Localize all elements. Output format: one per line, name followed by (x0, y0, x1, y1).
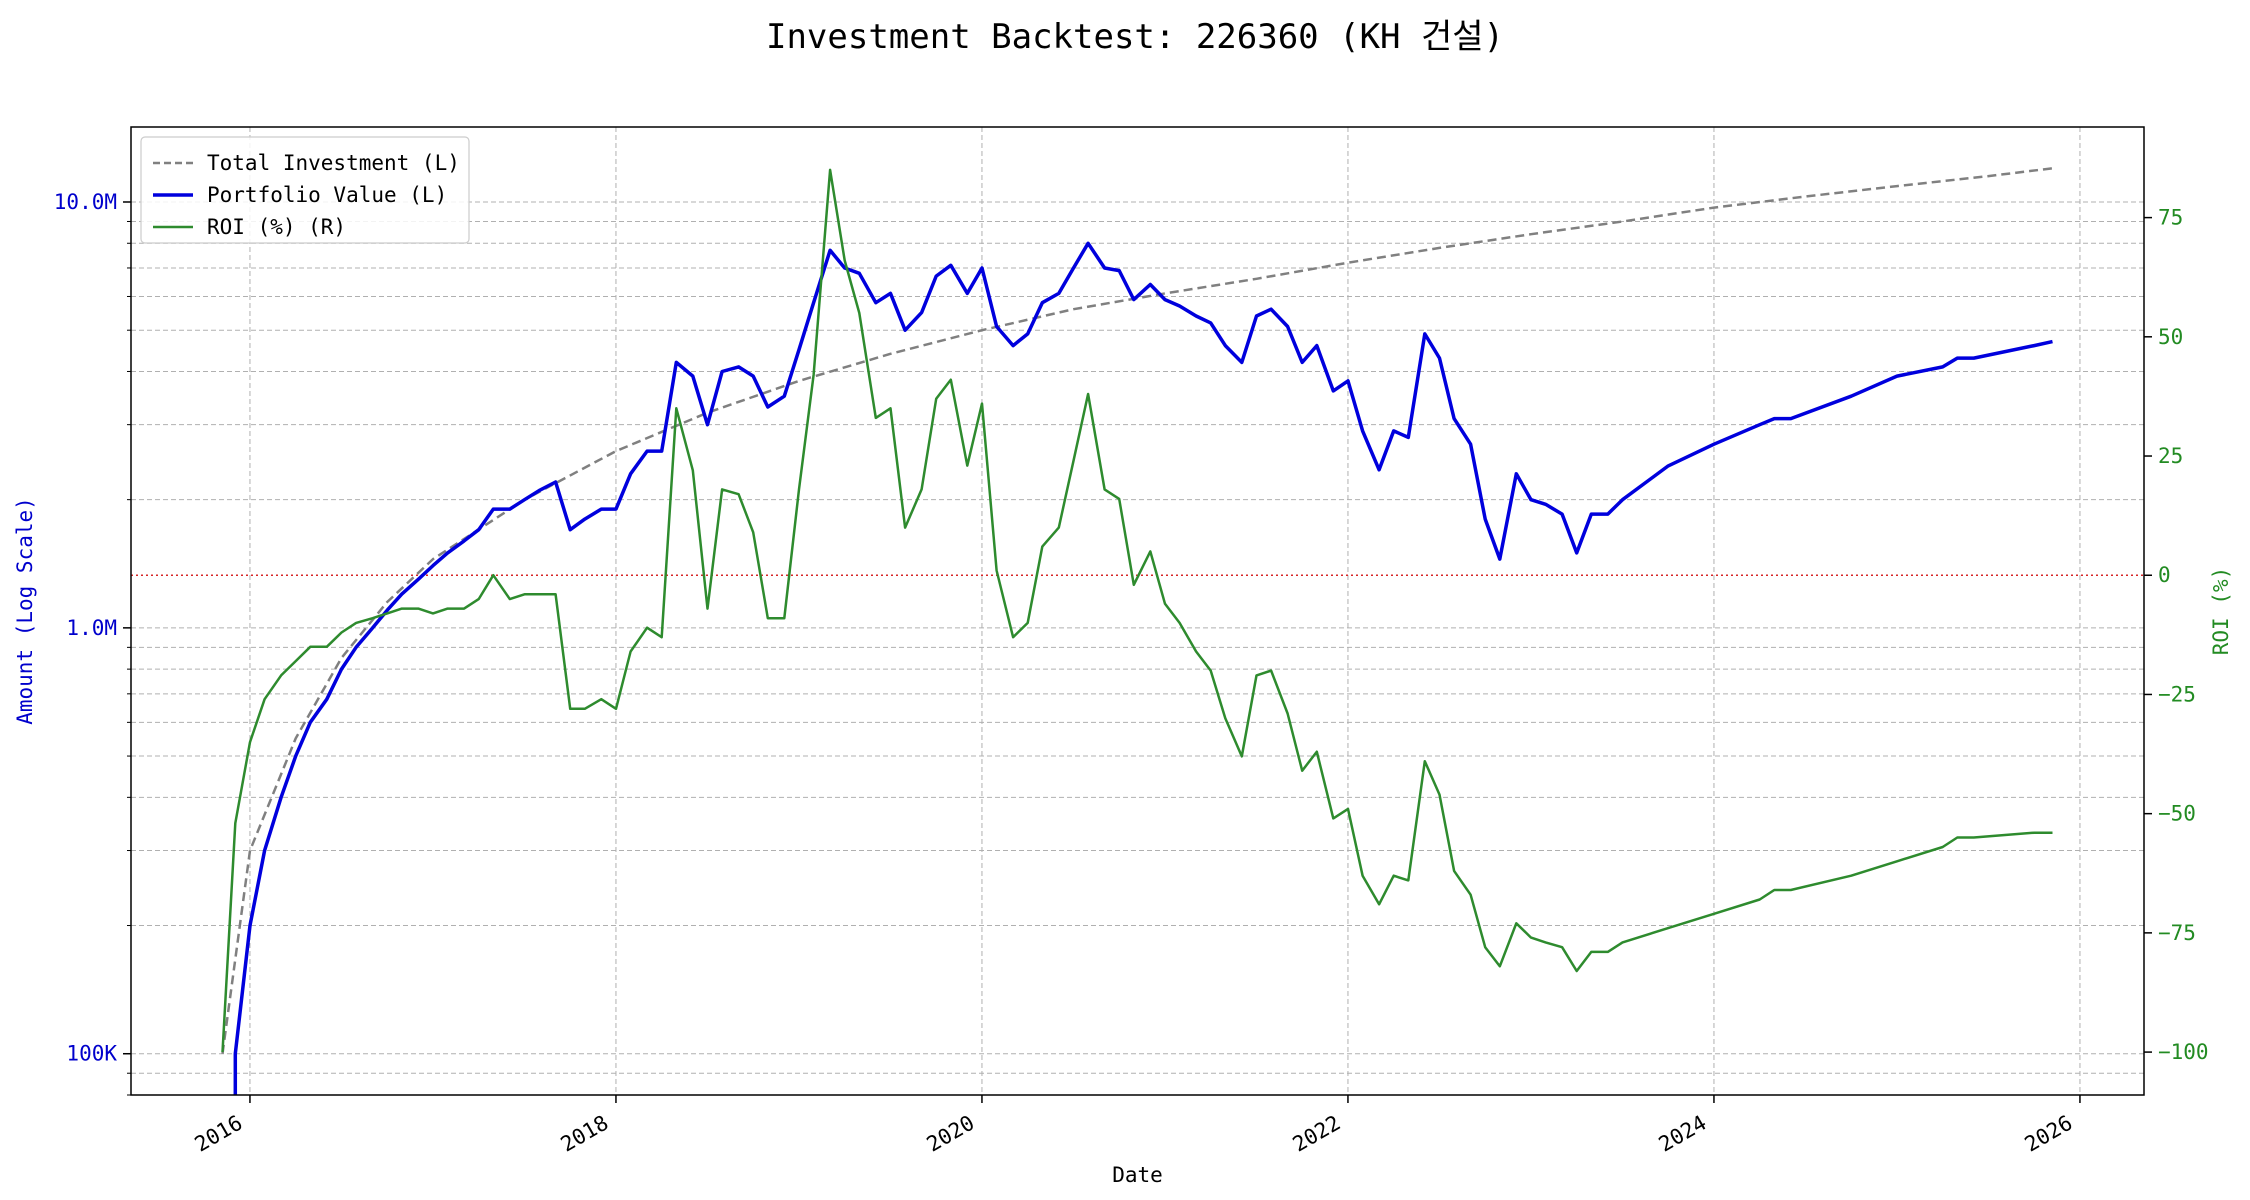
series-lines (221, 167, 2053, 1095)
x-tick-label: 2024 (1655, 1111, 1711, 1157)
y-left-tick-label: 1.0M (66, 616, 117, 640)
y-right-tick-label: 25 (2158, 444, 2183, 468)
legend-entry: Total Investment (L) (207, 151, 460, 175)
y-right-tick-label: 75 (2158, 206, 2183, 230)
x-tick-label: 2018 (557, 1111, 613, 1157)
axis-ticks: 2016 2018 2020 2022 2024 2026 100K 1.0M 10.0M −10… (54, 190, 2209, 1157)
y-right-tick-label: −100 (2158, 1040, 2209, 1064)
plot-frame (130, 126, 2145, 1096)
grid (131, 127, 2144, 1096)
y-right-tick-label: 0 (2158, 563, 2171, 587)
legend-box (140, 136, 470, 244)
y-right-tick-label: 50 (2158, 325, 2183, 349)
y-left-axis-label: Amount (Log Scale) (13, 497, 37, 725)
x-tick-label: 2020 (923, 1111, 979, 1157)
y-left-tick-label: 10.0M (54, 190, 117, 214)
y-right-axis-label: ROI (%) (2209, 567, 2233, 656)
y-left-tick-label: 100K (66, 1042, 117, 1066)
total-investment-line (221, 167, 2053, 1054)
x-tick-label: 2026 (2021, 1111, 2077, 1157)
y-right-tick-label: −25 (2158, 682, 2196, 706)
x-tick-label: 2022 (1289, 1111, 1345, 1157)
legend-entry: ROI (%) (R) (207, 215, 346, 239)
chart-title: Investment Backtest: 226360 (KH 건설) (766, 17, 1504, 57)
y-right-tick-label: −50 (2158, 802, 2196, 826)
legend: Total Investment (L) Portfolio Value (L) R… (140, 136, 470, 244)
portfolio-value-line (233, 241, 2053, 1095)
x-axis-label: Date (1112, 1163, 1163, 1187)
x-tick-label: 2016 (191, 1111, 247, 1157)
roi-line (221, 168, 2053, 1053)
legend-entry: Portfolio Value (L) (207, 183, 447, 207)
y-right-tick-label: −75 (2158, 921, 2196, 945)
